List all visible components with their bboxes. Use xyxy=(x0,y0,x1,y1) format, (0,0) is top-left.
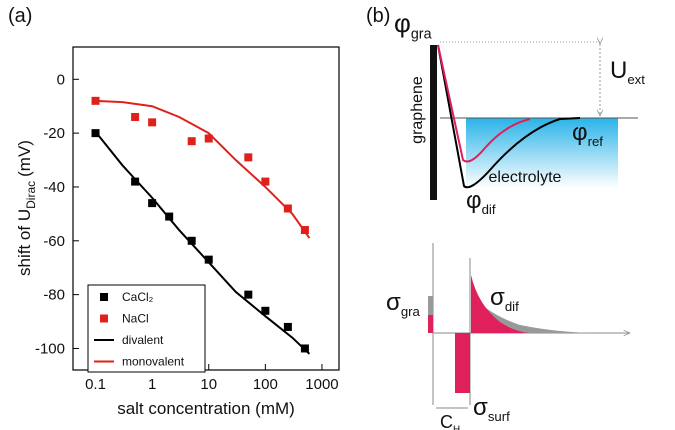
y-label-sub: Dirac xyxy=(24,181,38,209)
charge-bar xyxy=(455,333,470,393)
symbol-base: C xyxy=(440,412,453,430)
x-tick-label: 1000 xyxy=(305,376,338,393)
symbol-sub: dif xyxy=(505,299,519,314)
point xyxy=(261,306,270,315)
charge-bar xyxy=(428,315,433,333)
symbol-sub: H xyxy=(453,425,460,430)
symbol-label: Uext xyxy=(610,57,645,87)
point xyxy=(131,112,140,121)
legend-label: divalent xyxy=(122,333,164,347)
point xyxy=(244,290,253,299)
series-line xyxy=(95,99,311,239)
y-tick-label: 0 xyxy=(57,71,65,88)
y-tick-label: -60 xyxy=(43,233,65,250)
point xyxy=(204,255,213,264)
symbol-label: CH xyxy=(440,412,460,430)
symbol-sub: gra xyxy=(401,304,421,319)
symbol-base: σ xyxy=(490,284,505,311)
y-label-part: shift of U xyxy=(15,209,34,276)
symbol-sub: surf xyxy=(488,409,510,424)
legend-label: NaCl xyxy=(122,312,149,326)
legend-swatch xyxy=(100,314,108,323)
point xyxy=(261,177,270,186)
x-tick-label: 1 xyxy=(148,376,156,393)
symbol-base: σ xyxy=(386,289,401,316)
series-line xyxy=(94,131,311,355)
panel-label: (b) xyxy=(366,5,390,27)
y-tick-label: -80 xyxy=(43,287,65,304)
point xyxy=(204,134,213,143)
point xyxy=(148,199,157,208)
symbol-base: φ xyxy=(572,119,588,146)
panel-label: (a) xyxy=(8,5,32,27)
diffuse-charge xyxy=(471,295,600,333)
y-tick-label: -20 xyxy=(43,125,65,142)
plot-area: 0.1 1 10 100 1000 0 -20 -40 -60 -80 -100 xyxy=(35,71,339,393)
legend: CaCl₂ NaCl divalent monovalent xyxy=(94,290,185,369)
electrolyte-region xyxy=(466,118,618,188)
charge-bar xyxy=(428,296,433,333)
point xyxy=(131,177,140,186)
x-tick-label: 0.1 xyxy=(85,376,106,393)
point xyxy=(148,118,157,127)
symbol-label: σsurf xyxy=(473,394,510,424)
legend-swatch xyxy=(100,293,108,301)
legend-label: monovalent xyxy=(122,355,185,369)
y-tick-label: -40 xyxy=(43,179,65,196)
symbol-label: φdif xyxy=(466,187,496,217)
symbol-sub: ref xyxy=(588,134,604,149)
symbol-label: φgra xyxy=(394,8,432,43)
x-tick-label: 10 xyxy=(200,376,217,393)
symbol-base: φ xyxy=(394,8,411,38)
graphene-label: graphene xyxy=(409,76,426,144)
point xyxy=(244,153,253,162)
x-axis-label: salt concentration (mM) xyxy=(117,399,295,418)
y-tick-label: -100 xyxy=(35,340,65,357)
symbol-label: σdif xyxy=(490,284,519,314)
symbol-label: φref xyxy=(572,119,603,149)
point xyxy=(283,322,292,331)
symbol-base: σ xyxy=(473,394,488,421)
legend-label: CaCl₂ xyxy=(122,290,154,304)
symbol-sub: gra xyxy=(411,27,432,43)
symbol-sub: ext xyxy=(627,72,645,87)
symbol-base: φ xyxy=(466,187,482,214)
symbol-label: σgra xyxy=(386,289,421,319)
potential-curve xyxy=(437,44,581,189)
potential-curve xyxy=(437,44,531,163)
point xyxy=(187,236,196,245)
plot-frame xyxy=(72,46,340,371)
x-tick-label: 100 xyxy=(253,376,278,393)
symbol-base: U xyxy=(610,57,627,84)
symbol-sub: dif xyxy=(482,202,496,217)
diffuse-charge xyxy=(471,275,530,333)
y-axis-label: shift of UDirac (mV) xyxy=(15,140,38,276)
electrolyte-label: electrolyte xyxy=(489,169,562,186)
graphene-bar xyxy=(430,45,437,200)
y-label-unit: (mV) xyxy=(15,140,34,177)
point xyxy=(187,137,196,146)
